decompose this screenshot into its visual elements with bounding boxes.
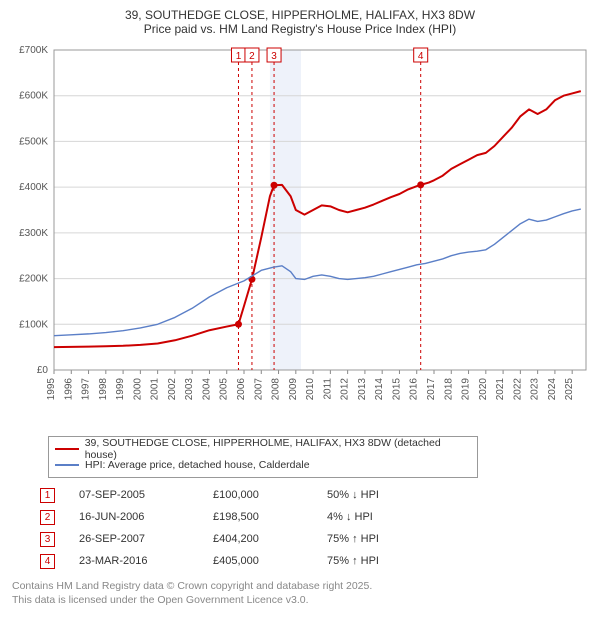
tx-price: £405,000 xyxy=(213,555,303,567)
legend-item: 39, SOUTHEDGE CLOSE, HIPPERHOLME, HALIFA… xyxy=(55,441,471,457)
svg-text:£0: £0 xyxy=(37,365,49,376)
svg-text:2000: 2000 xyxy=(132,378,143,401)
svg-text:2012: 2012 xyxy=(340,378,351,401)
tx-date: 16-JUN-2006 xyxy=(79,511,189,523)
svg-text:2025: 2025 xyxy=(564,378,575,401)
svg-text:£700K: £700K xyxy=(19,45,48,56)
footer-line2: This data is licensed under the Open Gov… xyxy=(12,594,592,608)
svg-text:4: 4 xyxy=(418,51,424,62)
tx-date: 23-MAR-2016 xyxy=(79,555,189,567)
svg-text:2022: 2022 xyxy=(512,378,523,401)
svg-text:2019: 2019 xyxy=(461,378,472,401)
svg-text:£600K: £600K xyxy=(19,91,48,102)
svg-text:2017: 2017 xyxy=(426,378,437,401)
footer: Contains HM Land Registry data © Crown c… xyxy=(12,580,592,607)
svg-text:2014: 2014 xyxy=(374,378,385,401)
marker-box: 4 xyxy=(40,554,55,569)
transactions-table: 1 07-SEP-2005 £100,000 50% ↓ HPI 2 16-JUN-200… xyxy=(40,484,592,572)
svg-text:2002: 2002 xyxy=(167,378,178,401)
svg-text:2004: 2004 xyxy=(201,378,212,401)
tx-price: £198,500 xyxy=(213,511,303,523)
svg-text:2010: 2010 xyxy=(305,378,316,401)
tx-pct: 75% ↑ HPI xyxy=(327,555,417,567)
svg-text:£400K: £400K xyxy=(19,182,48,193)
svg-text:2015: 2015 xyxy=(391,378,402,401)
svg-text:2021: 2021 xyxy=(495,378,506,401)
footer-line1: Contains HM Land Registry data © Crown c… xyxy=(12,580,592,594)
tx-date: 07-SEP-2005 xyxy=(79,489,189,501)
svg-text:2023: 2023 xyxy=(530,378,541,401)
marker-box: 3 xyxy=(40,532,55,547)
svg-text:2024: 2024 xyxy=(547,378,558,401)
legend-label: HPI: Average price, detached house, Cald… xyxy=(85,459,310,471)
svg-text:2018: 2018 xyxy=(443,378,454,401)
svg-text:2008: 2008 xyxy=(271,378,282,401)
tx-pct: 4% ↓ HPI xyxy=(327,511,417,523)
tx-date: 26-SEP-2007 xyxy=(79,533,189,545)
svg-text:2016: 2016 xyxy=(409,378,420,401)
title-block: 39, SOUTHEDGE CLOSE, HIPPERHOLME, HALIFA… xyxy=(8,8,592,36)
svg-text:2013: 2013 xyxy=(357,378,368,401)
marker-box: 2 xyxy=(40,510,55,525)
svg-text:2001: 2001 xyxy=(150,378,161,401)
svg-text:1995: 1995 xyxy=(46,378,57,401)
svg-text:£300K: £300K xyxy=(19,228,48,239)
tx-pct: 50% ↓ HPI xyxy=(327,489,417,501)
tx-price: £100,000 xyxy=(213,489,303,501)
svg-text:£500K: £500K xyxy=(19,136,48,147)
table-row: 1 07-SEP-2005 £100,000 50% ↓ HPI xyxy=(40,484,592,506)
svg-text:2007: 2007 xyxy=(253,378,264,401)
table-row: 4 23-MAR-2016 £405,000 75% ↑ HPI xyxy=(40,550,592,572)
legend-label: 39, SOUTHEDGE CLOSE, HIPPERHOLME, HALIFA… xyxy=(85,437,471,461)
svg-text:1997: 1997 xyxy=(81,378,92,401)
svg-text:3: 3 xyxy=(271,51,277,62)
title-address: 39, SOUTHEDGE CLOSE, HIPPERHOLME, HALIFA… xyxy=(8,8,592,22)
svg-text:2011: 2011 xyxy=(322,378,333,400)
svg-text:1996: 1996 xyxy=(63,378,74,401)
marker-box: 1 xyxy=(40,488,55,503)
svg-text:1: 1 xyxy=(236,51,242,62)
svg-text:2005: 2005 xyxy=(219,378,230,401)
svg-text:£200K: £200K xyxy=(19,274,48,285)
svg-text:2006: 2006 xyxy=(236,378,247,401)
legend-swatch xyxy=(55,448,79,450)
legend: 39, SOUTHEDGE CLOSE, HIPPERHOLME, HALIFA… xyxy=(48,436,478,478)
svg-text:2003: 2003 xyxy=(184,378,195,401)
table-row: 2 16-JUN-2006 £198,500 4% ↓ HPI xyxy=(40,506,592,528)
legend-swatch xyxy=(55,464,79,465)
svg-text:1999: 1999 xyxy=(115,378,126,401)
tx-pct: 75% ↑ HPI xyxy=(327,533,417,545)
svg-text:2009: 2009 xyxy=(288,378,299,401)
chart: £0 £100K £200K £300K £400K £500K £600K £700K 199… xyxy=(8,40,592,430)
tx-price: £404,200 xyxy=(213,533,303,545)
svg-text:1998: 1998 xyxy=(98,378,109,401)
title-subtitle: Price paid vs. HM Land Registry's House … xyxy=(8,22,592,36)
svg-text:2020: 2020 xyxy=(478,378,489,401)
svg-text:2: 2 xyxy=(249,51,255,62)
svg-text:£100K: £100K xyxy=(19,319,48,330)
table-row: 3 26-SEP-2007 £404,200 75% ↑ HPI xyxy=(40,528,592,550)
